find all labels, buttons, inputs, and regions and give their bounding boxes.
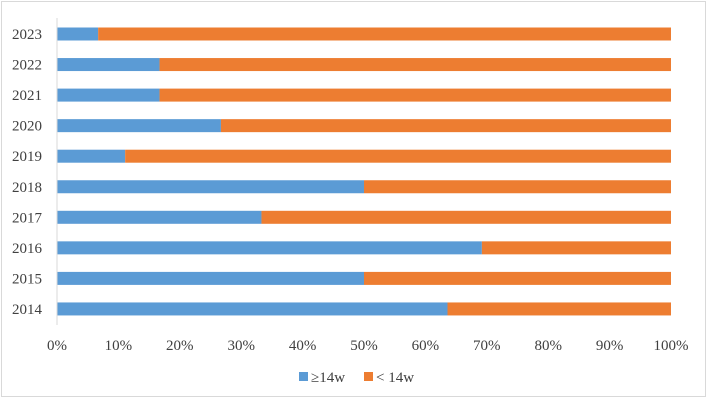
y-tick-label: 2023 bbox=[12, 27, 42, 43]
x-tick-label: 50% bbox=[350, 338, 378, 354]
x-tick-label: 20% bbox=[166, 338, 194, 354]
bar-2022-series-1 bbox=[159, 58, 671, 72]
x-tick-label: 40% bbox=[289, 338, 317, 354]
bar-2023-series-0 bbox=[57, 27, 99, 41]
y-tick-label: 2016 bbox=[12, 241, 43, 257]
legend-label-1: < 14w bbox=[376, 370, 414, 386]
bar-2016-series-1 bbox=[481, 241, 671, 255]
legend-swatch-0 bbox=[299, 372, 308, 381]
bar-2015-series-1 bbox=[364, 271, 671, 285]
bar-2019-series-1 bbox=[125, 149, 672, 163]
bar-2017-series-1 bbox=[261, 210, 671, 224]
legend: ≥14w < 14w bbox=[299, 370, 414, 386]
y-tick-label: 2020 bbox=[12, 119, 42, 135]
bar-2014-series-0 bbox=[57, 302, 448, 316]
bar-2014-series-1 bbox=[447, 302, 671, 316]
bar-2017-series-0 bbox=[57, 210, 262, 224]
bar-2016-series-0 bbox=[57, 241, 482, 255]
bar-2015-series-0 bbox=[57, 271, 364, 285]
bar-2023-series-1 bbox=[98, 27, 671, 41]
y-axis-labels: 2023 2022 2021 2020 2019 2018 2017 2016 2015 2014 bbox=[12, 27, 43, 318]
y-tick-label: 2014 bbox=[12, 302, 43, 318]
x-tick-label: 90% bbox=[596, 338, 624, 354]
bar-2021-series-1 bbox=[159, 88, 671, 102]
y-tick-label: 2019 bbox=[12, 149, 42, 165]
y-tick-label: 2015 bbox=[12, 271, 42, 287]
legend-label-0: ≥14w bbox=[311, 370, 345, 386]
bar-2019-series-0 bbox=[57, 149, 126, 163]
x-tick-label: 60% bbox=[412, 338, 440, 354]
bars-group bbox=[57, 27, 672, 316]
bar-2018-series-0 bbox=[57, 180, 364, 194]
bar-2018-series-1 bbox=[364, 180, 671, 194]
x-axis-labels: 0% 10% 20% 30% 40% 50% 60% 70% 80% 90% 100% bbox=[47, 338, 689, 354]
x-tick-label: 30% bbox=[227, 338, 255, 354]
x-tick-label: 70% bbox=[473, 338, 501, 354]
x-tick-label: 100% bbox=[654, 338, 689, 354]
y-tick-label: 2022 bbox=[12, 58, 42, 74]
bar-2022-series-0 bbox=[57, 58, 160, 72]
legend-swatch-1 bbox=[364, 372, 373, 381]
bar-2020-series-0 bbox=[57, 119, 221, 133]
x-tick-label: 0% bbox=[47, 338, 67, 354]
bar-2020-series-1 bbox=[220, 119, 672, 133]
bar-2021-series-0 bbox=[57, 88, 160, 102]
y-tick-label: 2017 bbox=[12, 210, 43, 226]
x-tick-label: 80% bbox=[534, 338, 562, 354]
x-tick-label: 10% bbox=[105, 338, 133, 354]
y-tick-label: 2018 bbox=[12, 180, 42, 196]
y-tick-label: 2021 bbox=[12, 88, 42, 104]
